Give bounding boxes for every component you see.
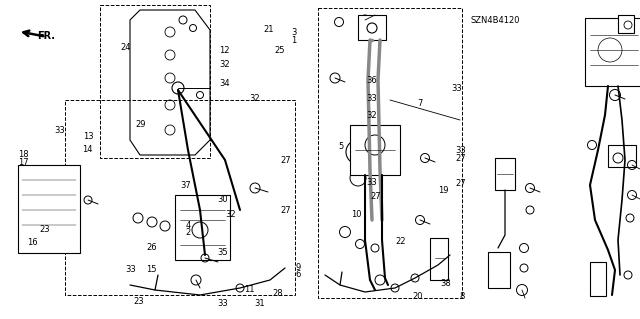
Text: 14: 14 [82, 145, 92, 154]
Text: 20: 20 [413, 292, 423, 300]
Text: 33: 33 [125, 265, 136, 274]
Text: 27: 27 [280, 206, 291, 215]
Bar [358, 15, 386, 40]
Text: 21: 21 [264, 25, 274, 34]
Text: 27: 27 [280, 156, 291, 165]
Text: 3: 3 [291, 28, 296, 37]
Text: 27: 27 [370, 192, 381, 201]
Bar [350, 125, 400, 175]
Text: 16: 16 [27, 238, 38, 247]
Bar [488, 252, 510, 288]
Text: 34: 34 [219, 79, 230, 88]
Text: 38: 38 [440, 279, 451, 288]
Text: 37: 37 [180, 181, 191, 190]
Text: 1: 1 [291, 36, 296, 45]
Text: 5: 5 [338, 142, 343, 151]
Text: 2: 2 [186, 228, 191, 237]
Text: 33: 33 [218, 299, 228, 308]
Text: 17: 17 [18, 158, 29, 167]
Text: 25: 25 [274, 46, 284, 55]
Text: 35: 35 [218, 248, 228, 256]
Text: 31: 31 [255, 299, 266, 308]
Text: 4: 4 [186, 221, 191, 230]
Text: 13: 13 [83, 132, 94, 141]
Text: 9: 9 [296, 263, 301, 272]
Text: 23: 23 [133, 297, 144, 306]
Text: 22: 22 [396, 237, 406, 246]
Text: 28: 28 [272, 289, 283, 298]
Text: 7: 7 [417, 99, 422, 108]
Text: 6: 6 [296, 271, 301, 279]
Bar [430, 238, 448, 280]
Text: 33: 33 [366, 94, 377, 103]
Text: 32: 32 [225, 210, 236, 219]
Bar [495, 158, 515, 190]
Text: SZN4B4120: SZN4B4120 [470, 16, 520, 25]
Text: 15: 15 [146, 265, 156, 274]
Bar [590, 262, 606, 296]
Text: 32: 32 [366, 111, 377, 120]
Text: 26: 26 [146, 243, 157, 252]
Text: 33: 33 [366, 178, 377, 187]
Text: 27: 27 [456, 179, 467, 188]
Text: 10: 10 [351, 210, 361, 219]
Text: 24: 24 [120, 43, 131, 52]
Text: 12: 12 [219, 46, 229, 55]
Text: 27: 27 [456, 154, 467, 163]
Text: 36: 36 [366, 76, 377, 85]
Text: 33: 33 [451, 84, 462, 93]
Text: 19: 19 [438, 186, 449, 195]
Bar [608, 145, 636, 167]
Text: 8: 8 [460, 292, 465, 300]
Bar [175, 195, 230, 260]
Text: 33: 33 [456, 146, 467, 155]
Text: 30: 30 [218, 195, 228, 204]
Bar [585, 18, 640, 86]
Text: 11: 11 [244, 285, 255, 294]
Text: 33: 33 [54, 126, 65, 135]
Text: 23: 23 [40, 225, 51, 234]
Text: FR.: FR. [37, 31, 55, 41]
Text: 18: 18 [18, 150, 29, 159]
Text: 29: 29 [136, 120, 146, 129]
Bar [18, 165, 80, 253]
Text: 32: 32 [219, 60, 230, 69]
Text: 32: 32 [250, 94, 260, 103]
Bar [618, 15, 634, 33]
